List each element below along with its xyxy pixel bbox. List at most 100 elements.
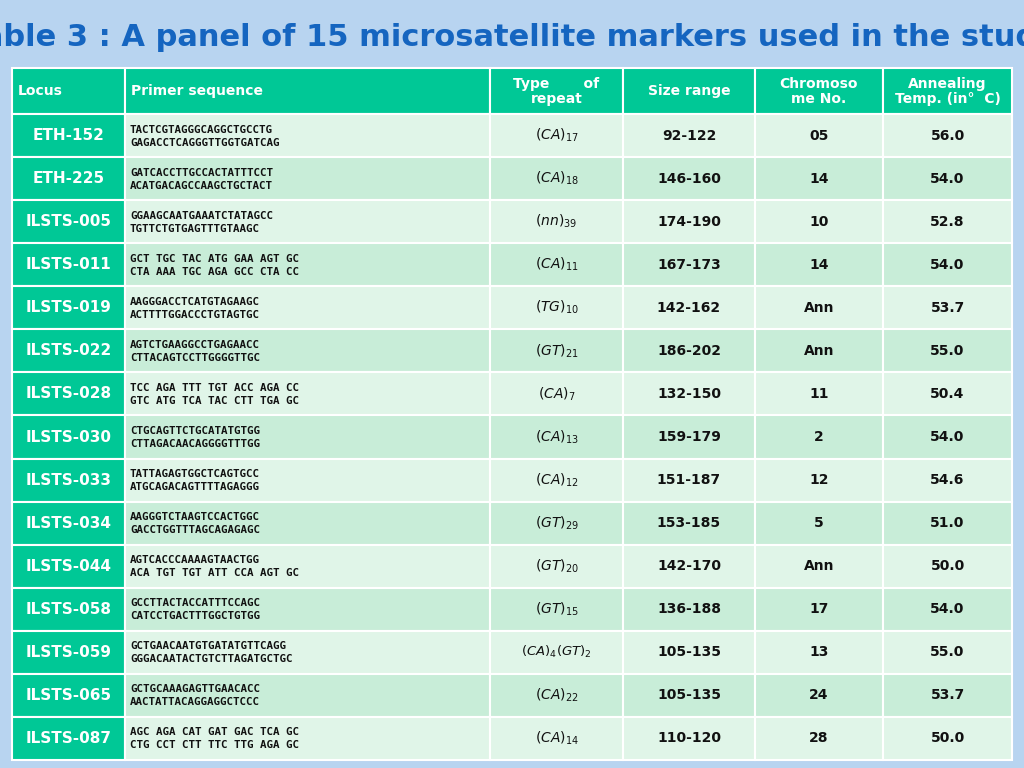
Bar (755, 545, 883, 588)
Text: GGAAGCAATGAAATCTATAGCC: GGAAGCAATGAAATCTATAGCC (130, 210, 273, 220)
Bar (755, 502, 883, 545)
Bar (755, 286, 883, 329)
Bar (12, 674, 125, 717)
Text: repeat: repeat (530, 92, 583, 106)
Text: ILSTS-065: ILSTS-065 (26, 688, 112, 703)
Bar (755, 631, 883, 674)
Bar (755, 372, 883, 415)
Text: 54.0: 54.0 (931, 430, 965, 444)
Bar (883, 415, 1012, 458)
Text: 186-202: 186-202 (657, 344, 721, 358)
Text: GATCACCTTGCCACTATTTCCT: GATCACCTTGCCACTATTTCCT (130, 167, 273, 177)
Text: 136-188: 136-188 (657, 602, 721, 616)
Text: 110-120: 110-120 (657, 731, 721, 746)
Bar (755, 674, 883, 717)
Text: 105-135: 105-135 (657, 688, 721, 703)
Text: 13: 13 (809, 645, 828, 660)
Bar (623, 415, 755, 458)
Bar (883, 372, 1012, 415)
Text: 56.0: 56.0 (931, 128, 965, 143)
Text: TCC AGA TTT TGT ACC AGA CC: TCC AGA TTT TGT ACC AGA CC (130, 383, 299, 393)
Text: ETH-225: ETH-225 (33, 171, 104, 186)
Text: TGTTCTGTGAGTTTGTAAGC: TGTTCTGTGAGTTTGTAAGC (130, 223, 260, 233)
Text: CTTAGACAACAGGGGTTTGG: CTTAGACAACAGGGGTTTGG (130, 439, 260, 449)
Text: $(GT)_{29}$: $(GT)_{29}$ (535, 515, 579, 531)
Text: 53.7: 53.7 (931, 301, 965, 315)
Text: GCCTTACTACCATTTCCAGC: GCCTTACTACCATTTCCAGC (130, 598, 260, 608)
Bar (755, 329, 883, 372)
Text: GCTGAACAATGTGATATGTTCAGG: GCTGAACAATGTGATATGTTCAGG (130, 641, 286, 651)
Bar (490, 502, 623, 545)
Text: AGTCTGAAGGCCTGAGAACC: AGTCTGAAGGCCTGAGAACC (130, 340, 260, 350)
Text: AAGGGTCTAAGTCCACTGGC: AAGGGTCTAAGTCCACTGGC (130, 512, 260, 522)
Bar (12, 200, 125, 243)
Text: $(CA)_4(GT)_2$: $(CA)_4(GT)_2$ (521, 644, 592, 660)
Bar (125, 717, 490, 760)
Bar (623, 200, 755, 243)
Bar (883, 200, 1012, 243)
Text: GAGACCTCAGGGTTGGTGATCAG: GAGACCTCAGGGTTGGTGATCAG (130, 137, 280, 147)
Text: TATTAGAGTGGCTCAGTGCC: TATTAGAGTGGCTCAGTGCC (130, 469, 260, 479)
Bar (883, 502, 1012, 545)
Bar (755, 243, 883, 286)
Text: 54.0: 54.0 (931, 602, 965, 616)
Text: Ann: Ann (804, 301, 835, 315)
Bar (490, 68, 623, 114)
Text: $(CA)_{7}$: $(CA)_{7}$ (538, 386, 575, 402)
Text: GCT TGC TAC ATG GAA AGT GC: GCT TGC TAC ATG GAA AGT GC (130, 253, 299, 263)
Text: $(CA)_{14}$: $(CA)_{14}$ (535, 730, 579, 747)
Text: Ann: Ann (804, 344, 835, 358)
Bar (12, 243, 125, 286)
Text: 10: 10 (809, 215, 828, 229)
Bar (883, 545, 1012, 588)
Bar (490, 415, 623, 458)
Text: ACTTTTGGACCCTGTAGTGC: ACTTTTGGACCCTGTAGTGC (130, 310, 260, 319)
Bar (125, 243, 490, 286)
Bar (623, 674, 755, 717)
Bar (883, 674, 1012, 717)
Text: 50.0: 50.0 (931, 731, 965, 746)
Text: 159-179: 159-179 (657, 430, 721, 444)
Text: $(GT)_{21}$: $(GT)_{21}$ (535, 343, 579, 359)
Bar (125, 674, 490, 717)
Text: 14: 14 (809, 171, 828, 186)
Bar (883, 286, 1012, 329)
Bar (125, 68, 490, 114)
Text: 105-135: 105-135 (657, 645, 721, 660)
Bar (623, 631, 755, 674)
Text: AGTCACCCAAAAGTAACTGG: AGTCACCCAAAAGTAACTGG (130, 555, 260, 565)
Text: $(CA)_{13}$: $(CA)_{13}$ (535, 429, 579, 445)
Text: 55.0: 55.0 (931, 344, 965, 358)
Text: $(nn)_{39}$: $(nn)_{39}$ (536, 213, 578, 230)
Bar (623, 114, 755, 157)
Text: 174-190: 174-190 (657, 215, 721, 229)
Text: 17: 17 (809, 602, 828, 616)
Bar (12, 458, 125, 502)
Text: $(CA)_{18}$: $(CA)_{18}$ (535, 170, 579, 187)
Text: $(TG)_{10}$: $(TG)_{10}$ (535, 299, 579, 316)
Text: ILSTS-034: ILSTS-034 (26, 515, 112, 531)
Text: 51.0: 51.0 (931, 516, 965, 530)
Text: ILSTS-033: ILSTS-033 (26, 472, 112, 488)
Bar (125, 114, 490, 157)
Bar (623, 286, 755, 329)
Bar (490, 243, 623, 286)
Bar (623, 68, 755, 114)
Text: 54.0: 54.0 (931, 171, 965, 186)
Text: ILSTS-028: ILSTS-028 (26, 386, 112, 402)
Bar (125, 286, 490, 329)
Text: ACA TGT TGT ATT CCA AGT GC: ACA TGT TGT ATT CCA AGT GC (130, 568, 299, 578)
Text: 167-173: 167-173 (657, 258, 721, 272)
Bar (883, 588, 1012, 631)
Bar (12, 415, 125, 458)
Bar (490, 588, 623, 631)
Text: 50.4: 50.4 (931, 387, 965, 401)
Text: 11: 11 (809, 387, 828, 401)
Bar (883, 157, 1012, 200)
Bar (490, 114, 623, 157)
Bar (12, 329, 125, 372)
Text: ILSTS-022: ILSTS-022 (26, 343, 112, 359)
Bar (490, 674, 623, 717)
Text: 52.8: 52.8 (930, 215, 965, 229)
Bar (755, 200, 883, 243)
